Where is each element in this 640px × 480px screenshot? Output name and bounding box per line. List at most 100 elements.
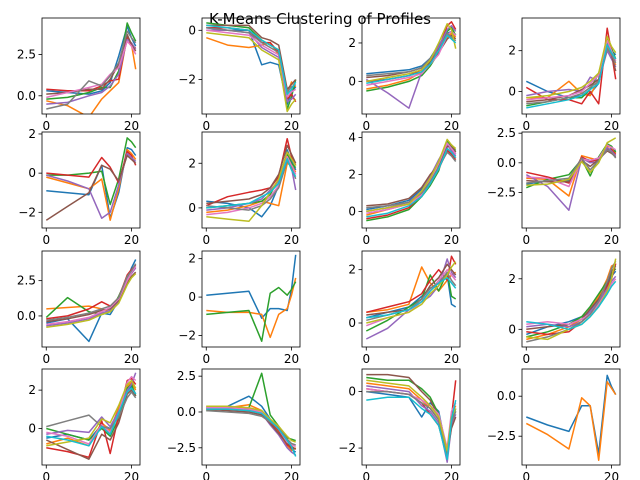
- y-tick-label: 2: [188, 252, 196, 266]
- x-tick-label: 0: [42, 119, 50, 133]
- y-tick-label: −2: [178, 73, 196, 87]
- series-line-9: [46, 379, 137, 447]
- x-tick-label: 20: [604, 119, 619, 133]
- y-tick-label: 0.0: [17, 89, 36, 103]
- series-line-8: [526, 149, 617, 184]
- series-line-8: [366, 151, 457, 209]
- x-tick-label: 20: [444, 352, 459, 366]
- y-tick-label: 0: [188, 290, 196, 304]
- series-line-6: [206, 408, 297, 450]
- subplot-13: 0 20 0 2: [28, 368, 141, 480]
- series-group: [365, 21, 457, 109]
- subplot-4: 0 20 0 2: [508, 17, 621, 133]
- series-line-8: [46, 263, 137, 321]
- x-tick-label: 20: [124, 470, 139, 480]
- axes-frame: [361, 250, 461, 348]
- x-tick-label: 20: [444, 119, 459, 133]
- series-line-1: [46, 259, 137, 343]
- series-line-4: [46, 150, 137, 184]
- series-line-1: [46, 25, 137, 95]
- series-line-7: [526, 39, 617, 101]
- y-tick-label: 0.0: [177, 405, 196, 419]
- x-tick-label: 20: [604, 233, 619, 247]
- series-line-9: [366, 261, 457, 324]
- y-tick-label: 2.5: [17, 47, 36, 61]
- y-tick-label: 4: [348, 131, 356, 145]
- series-group: [525, 374, 617, 461]
- y-tick-label: 2: [348, 167, 356, 181]
- series-line-9: [366, 23, 457, 83]
- series-line-10: [46, 387, 137, 447]
- y-tick-label: 2.5: [497, 126, 516, 140]
- series-line-4: [366, 255, 457, 314]
- x-tick-label: 20: [124, 119, 139, 133]
- series-line-5: [46, 152, 137, 219]
- x-tick-label: 20: [444, 233, 459, 247]
- series-line-10: [206, 24, 297, 96]
- subplot-5: 0 20 −2 0 2: [18, 127, 141, 247]
- y-tick-label: 0.0: [497, 156, 516, 170]
- series-line-6: [206, 24, 297, 91]
- y-tick-label: 0: [348, 316, 356, 330]
- series-line-6: [45, 154, 137, 221]
- series-line-8: [526, 47, 617, 105]
- x-tick-label: 20: [444, 470, 459, 480]
- x-tick-label: 20: [284, 119, 299, 133]
- series-line-6: [45, 389, 137, 460]
- subplot-1: 0 20 0.0 2.5: [17, 17, 141, 133]
- y-tick-label: 0.0: [497, 389, 516, 403]
- series-line-10: [526, 280, 617, 331]
- y-tick-label: 0: [348, 204, 356, 218]
- axes-frame: [521, 368, 621, 466]
- series-line-2: [206, 277, 297, 339]
- series-line-1: [206, 395, 297, 453]
- axes-frame: [521, 131, 621, 229]
- y-tick-label: 2.5: [177, 369, 196, 383]
- subplot-10: 0 20 −2 0 2: [178, 250, 301, 366]
- y-tick-label: 2: [348, 263, 356, 277]
- series-line-8: [206, 27, 297, 93]
- series-group: [365, 255, 457, 340]
- y-tick-label: 2: [28, 383, 36, 397]
- y-tick-label: 0: [188, 23, 196, 37]
- series-line-7: [46, 40, 137, 99]
- series-group: [46, 22, 137, 114]
- axes-frame: [521, 250, 621, 348]
- subplot-2: 0 20 −2 0: [178, 17, 301, 133]
- series-line-9: [206, 32, 297, 113]
- series-line-5: [525, 146, 617, 211]
- series-line-9: [46, 273, 137, 328]
- y-tick-label: 0: [188, 201, 196, 215]
- series-line-5: [46, 372, 137, 436]
- y-tick-label: 2: [28, 127, 36, 141]
- y-tick-label: 2: [508, 272, 516, 286]
- series-line-1: [206, 254, 297, 319]
- y-tick-label: −2: [338, 441, 356, 455]
- x-tick-label: 20: [124, 233, 139, 247]
- subplot-14: 0 20 −2.5 0.0 2.5: [167, 368, 301, 480]
- series-line-10: [366, 396, 457, 461]
- series-line-5: [366, 385, 457, 463]
- y-tick-label: −2: [178, 328, 196, 342]
- x-tick-label: 0: [42, 352, 50, 366]
- series-group: [45, 372, 137, 460]
- series-line-3: [46, 137, 137, 206]
- series-group: [525, 27, 617, 109]
- series-line-10: [366, 34, 457, 85]
- series-line-8: [206, 409, 296, 446]
- series-line-5: [365, 24, 457, 109]
- x-tick-label: 20: [284, 233, 299, 247]
- series-line-6: [206, 144, 297, 205]
- x-tick-label: 0: [202, 233, 210, 247]
- x-tick-label: 0: [42, 470, 50, 480]
- series-line-3: [526, 143, 617, 189]
- series-line-9: [526, 137, 617, 187]
- series-line-8: [526, 260, 617, 343]
- y-tick-label: 2: [188, 156, 196, 170]
- subplot-12: 0 20 0 2: [508, 250, 621, 366]
- series-line-10: [366, 147, 457, 218]
- y-tick-label: 0: [508, 85, 516, 99]
- x-tick-label: 0: [202, 470, 210, 480]
- series-line-3: [206, 281, 297, 342]
